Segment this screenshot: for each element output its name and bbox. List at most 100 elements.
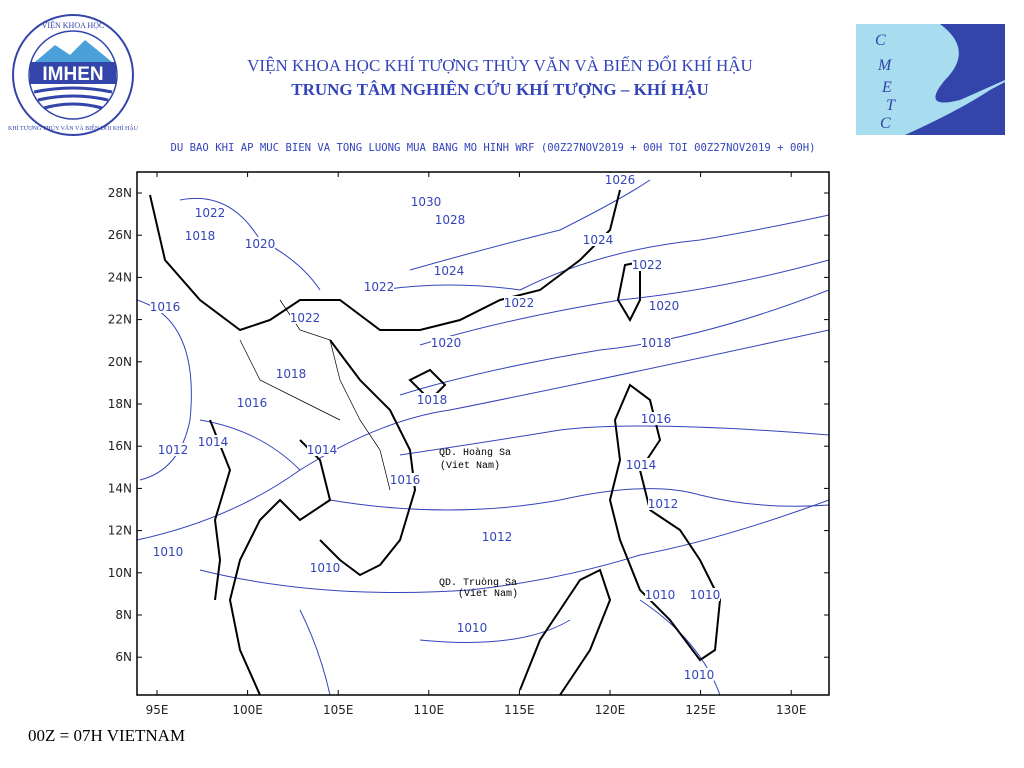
isobar-label-bg [504,296,534,309]
lat-label: 12N [108,524,132,538]
isobar-label-bg [641,412,671,425]
lat-label: 26N [108,228,132,242]
isobar-label: 1030 [411,195,442,209]
logo-letter: T [886,97,896,114]
isobar-label-bg [153,545,183,558]
isobar-label: 1018 [185,229,216,243]
center: TRUNG TÂM NGHIÊN CỨU KHÍ TƯỢNG – KHÍ HẬU [291,80,708,99]
lon-label: 120E [595,703,626,717]
isobar-label: 1022 [632,258,663,272]
isobar-label-bg [645,588,675,601]
lon-label: 100E [232,703,263,717]
isobar-label-bg [684,668,714,681]
isobar-label-bg [431,336,461,349]
isobar-label: 1024 [434,264,465,278]
imhen-logo: IMHEN VIỆN KHOA HỌC KHÍ TƯỢNG THỦY VĂN V… [8,14,139,136]
isobar-label-bg [648,497,678,510]
isobar-label: 1012 [158,443,189,457]
isobar-label: 1014 [307,443,338,457]
isobar-label-bg [364,280,394,293]
isobar-label-bg [690,588,720,601]
isobars [137,179,829,695]
lat-label: 14N [108,481,132,495]
lat-label: 6N [115,650,132,664]
isobar-label: 1018 [641,336,672,350]
lon-label: 110E [414,703,445,717]
isobar-label-bg [626,458,656,471]
isobar-label-bg [185,229,215,242]
lon-label: 95E [146,703,169,717]
isobar-label: 1010 [684,668,715,682]
isobar-label-bg [276,367,306,380]
map: 95E 100E 105E 110E 115E 120E 125E 130E 28N 26N 24N… [108,171,830,717]
map-frame [136,171,830,696]
annotation-line: QD. Hoàng Sa [439,447,511,459]
logo-letter: M [877,57,893,74]
isobar-label: 1022 [504,296,535,310]
isobar-label: 1020 [649,299,680,313]
lat-label: 24N [108,270,132,284]
isobar-label: 1020 [245,237,276,251]
isobar-label: 1024 [583,233,614,247]
isobar-label: 1010 [645,588,676,602]
isobar-label-bg [583,233,613,246]
lat-label: 28N [108,186,132,200]
institute: VIỆN KHOA HỌC KHÍ TƯỢNG THỦY VĂN VÀ BIẾN… [247,55,753,75]
isobar-label: 1018 [417,393,448,407]
isobar-label-bg [390,473,420,486]
isobar-label: 1022 [290,311,321,325]
logo-letter: C [875,32,886,49]
isobar-label: 1010 [310,561,341,575]
isobar-label-bg [649,299,679,312]
isobar-label: 1016 [641,412,672,426]
isobar-label: 1012 [482,530,513,544]
isobar-label: 1010 [153,545,184,559]
isobar-label-bg [457,621,487,634]
isobar-label-bg [195,206,225,219]
lat-label: 20N [108,355,132,369]
annotation: QD. Hoàng Sa (Viet Nam) QD. Truòng Sa (V… [439,447,518,600]
isobar-label: 1028 [435,213,466,227]
isobar-label-bg [307,443,337,456]
borders [239,299,391,491]
isobar-label-bg [198,435,228,448]
isobar-label-bg [150,300,180,313]
isobar-label: 1022 [195,206,226,220]
isobar-label-bg [417,393,447,406]
isobar-label: 1014 [198,435,229,449]
isobar-label-bg [641,336,671,349]
logo-letter: C [880,115,891,132]
lon-label: 105E [323,703,354,717]
isobar-label-bg [310,561,340,574]
isobar-label: 1012 [648,497,679,511]
isobar-label-bg [158,443,188,456]
isobar-label-bg [482,530,512,543]
isobar-label-bg [435,213,465,226]
isobar-label: 1014 [626,458,657,472]
cmetc-logo: C M E T C [856,24,1005,135]
isobar-label-bg [434,264,464,277]
isobar-label-bg [411,195,441,208]
isobar-label: 1018 [276,367,307,381]
isobar-label: 1016 [150,300,181,314]
lon-label: 115E [504,703,535,717]
isobar-label: 1020 [431,336,462,350]
lon-label: 125E [685,703,716,717]
isobar-label: 1010 [457,621,488,635]
isobar-label: 1022 [364,280,395,294]
annotation-line: (Viet Nam) [458,588,518,600]
annotation-line: QD. Truòng Sa [439,577,517,589]
subtitle: DU BAO KHI AP MUC BIEN VA TONG LUONG MUA… [171,142,816,154]
isobar-label-bg [605,173,635,186]
isobar-label: 1016 [390,473,421,487]
isobar-label-bg [290,311,320,324]
lat-label: 18N [108,397,132,411]
isobar-label-bg [245,237,275,250]
lat-label: 10N [108,566,132,580]
isobar-label: 1010 [690,588,721,602]
isobar-label-bg [632,258,662,271]
footer: 00Z = 07H VIETNAM [28,726,185,745]
lat-label: 16N [108,439,132,453]
logo-ring-bottom: KHÍ TƯỢNG THỦY VĂN VÀ BIẾN ĐỔI KHÍ HẬU [8,124,139,132]
